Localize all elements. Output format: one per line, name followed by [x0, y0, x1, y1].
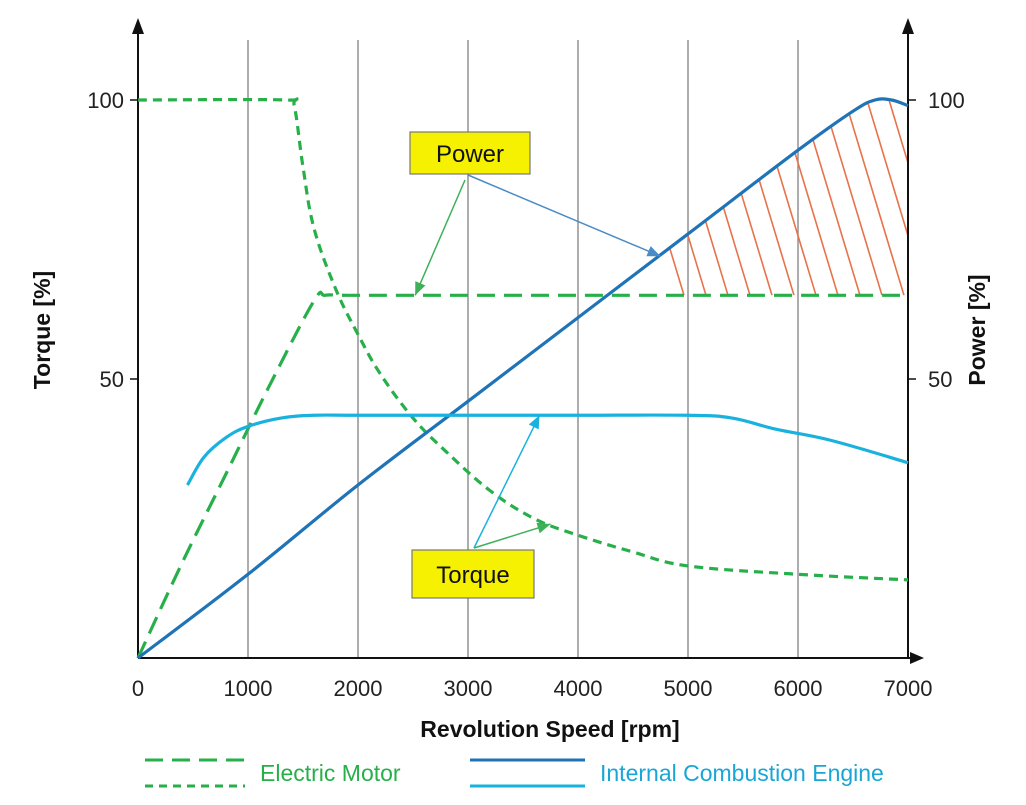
legend: Electric Motor Internal Combustion Engin…	[145, 758, 884, 788]
callout-arrows	[414, 174, 661, 549]
arrow-torque-to-ice-torque	[473, 414, 541, 549]
hatch-stroke	[1018, 90, 1026, 295]
x-axis-arrow	[910, 652, 924, 664]
x-tick-label-0: 0	[132, 676, 144, 701]
hatch-stroke	[930, 90, 992, 295]
legend-electric-motor: Electric Motor	[145, 758, 401, 788]
x-tick-label-3000: 3000	[444, 676, 493, 701]
y-right-tick-label-100: 100	[928, 88, 965, 113]
hatch-stroke	[633, 100, 685, 296]
arrow-power-to-em-power	[414, 179, 466, 296]
x-tick-label-6000: 6000	[774, 676, 823, 701]
y-right-tick-label-50: 50	[928, 367, 952, 392]
hatch-stroke	[863, 100, 908, 296]
power-callout-label: Power	[436, 141, 504, 168]
torque-callout-box	[411, 549, 535, 599]
series-lines	[136, 97, 909, 660]
power-callout-box	[409, 131, 531, 175]
y-left-tick-label-50: 50	[100, 367, 124, 392]
hatch-stroke	[974, 90, 1026, 295]
tick-labels: 0 1000 2000 3000 4000 5000 6000 7000 50 100 50 100	[87, 88, 964, 701]
hatch-stroke	[885, 100, 908, 296]
torque-callout: Torque	[411, 549, 535, 599]
series-line-electric-motor-torque	[137, 97, 909, 582]
hatched-region	[633, 90, 1026, 296]
arrow-torque-to-em-torque-head	[536, 522, 551, 534]
legend-electric-motor-label: Electric Motor	[260, 760, 401, 786]
series-line-internal-combustion-engine-torque	[186, 413, 909, 486]
series-line-internal-combustion-engine-power	[137, 97, 909, 660]
arrow-power-to-ice-power	[467, 174, 661, 257]
x-axis-title: Revolution Speed [rpm]	[420, 716, 679, 742]
y-axis-left-title: Torque [%]	[29, 271, 55, 389]
x-tick-label-1000: 1000	[224, 676, 273, 701]
power-callout: Power	[409, 131, 531, 175]
x-tick-label-4000: 4000	[554, 676, 603, 701]
arrow-power-to-ice-power-head	[646, 246, 661, 257]
y-axis-left-arrow	[132, 18, 144, 34]
y-axis-right-arrow	[902, 18, 914, 34]
arrow-torque-to-em-torque	[473, 523, 551, 549]
x-tick-label-5000: 5000	[664, 676, 713, 701]
legend-ice: Internal Combustion Engine	[470, 758, 884, 788]
hatch-stroke	[841, 100, 905, 296]
x-tick-label-2000: 2000	[334, 676, 383, 701]
hatch-stroke	[996, 90, 1026, 295]
series-line-electric-motor-power	[136, 290, 908, 659]
arrow-torque-to-ice-torque-head	[528, 415, 540, 430]
legend-ice-label: Internal Combustion Engine	[600, 760, 884, 786]
torque-callout-label: Torque	[436, 562, 509, 589]
hatch-stroke	[952, 90, 1014, 295]
y-axis-right-title: Power [%]	[964, 274, 990, 385]
y-left-tick-label-100: 100	[87, 88, 124, 113]
axes	[130, 18, 924, 664]
arrow-power-to-em-power-head	[415, 281, 426, 296]
hatch-stroke	[907, 100, 908, 296]
x-tick-label-7000: 7000	[884, 676, 933, 701]
